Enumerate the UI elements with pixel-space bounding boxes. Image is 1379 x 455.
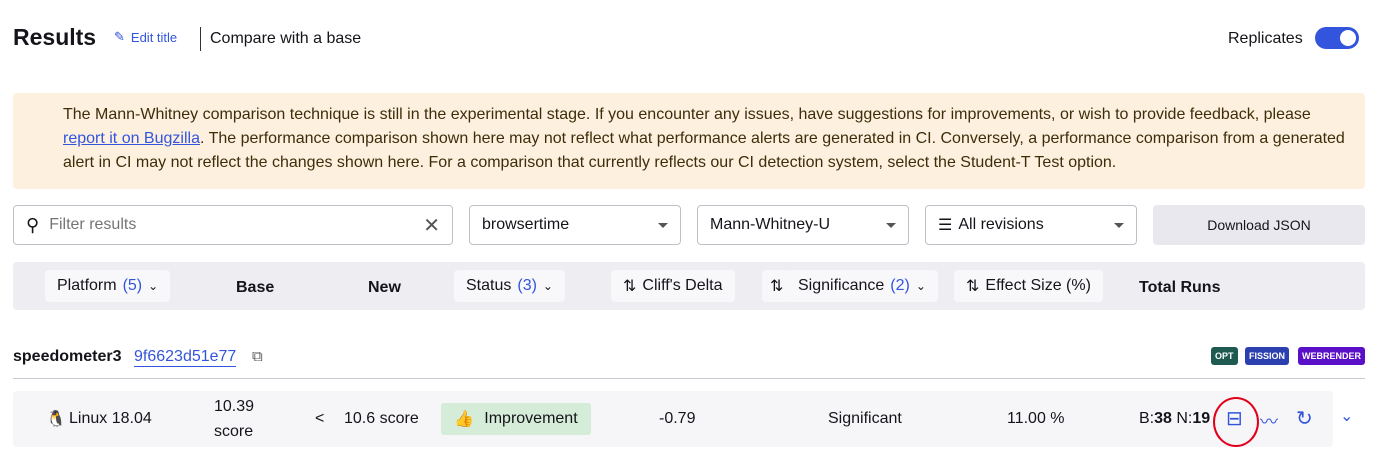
status-label: Status (466, 277, 512, 294)
n-count: 19 (1192, 410, 1211, 427)
cliffs-label: Cliff's Delta (642, 277, 723, 294)
cliffs-delta-sort[interactable]: ⇅ Cliff's Delta (611, 270, 735, 302)
page-title: Results (13, 24, 97, 50)
thumbs-up-icon: 👍 (454, 411, 475, 428)
retrigger-icon[interactable]: ↻ (1296, 408, 1313, 430)
significance-count: (2) (890, 277, 910, 294)
status-badge: 👍 Improvement (441, 403, 591, 435)
new-header: New (368, 279, 401, 296)
sort-icon: ⇅ (623, 278, 637, 295)
framework-select[interactable]: browsertime (469, 205, 681, 245)
status-count: (3) (517, 277, 537, 294)
edit-title-label: Edit title (130, 29, 178, 45)
highlight-circle (1213, 397, 1259, 447)
filter-results-input[interactable]: ⚲ ✕ (13, 205, 453, 245)
caret-down-icon (658, 222, 668, 228)
linux-icon: 🐧 (46, 411, 66, 428)
search-icon: ⚲ (26, 214, 40, 235)
warning-text-2: . The performance comparison shown here … (63, 130, 1345, 171)
base-unit: score (214, 423, 254, 440)
pencil-icon: ✎ (114, 29, 125, 44)
status-filter[interactable]: Status (3) ⌄ (454, 270, 565, 302)
base-value: 10.39 (214, 398, 255, 415)
significance-value: Significant (828, 410, 902, 427)
badge-webrender: WEBRENDER (1298, 347, 1366, 365)
new-value: 10.6 score (344, 410, 419, 427)
platform-count: (5) (122, 277, 143, 294)
base-header: Base (236, 279, 275, 296)
platform-label: Platform (57, 277, 117, 294)
significance-label: Significance (798, 277, 885, 294)
caret-down-icon (1114, 222, 1124, 228)
sort-icon: ⇅ (966, 278, 980, 295)
warning-text: The Mann-Whitney comparison technique is… (63, 106, 1311, 123)
total-runs-header: Total Runs (1139, 279, 1221, 296)
effect-size-sort[interactable]: ⇅ Effect Size (%) (954, 270, 1103, 302)
platform-filter[interactable]: Platform (5) ⌄ (45, 270, 171, 302)
badge-opt: OPT (1211, 347, 1238, 365)
badge-fission: FISSION (1245, 347, 1290, 365)
graph-icon[interactable]: 〰 (1260, 412, 1278, 432)
cliffs-delta-value: -0.79 (659, 410, 696, 427)
comparator: < (315, 410, 325, 427)
edit-title-button[interactable]: ✎ Edit title (114, 29, 177, 45)
clear-icon[interactable]: ✕ (423, 214, 440, 237)
framework-value: browsertime (482, 216, 570, 233)
table-header: Platform (5) ⌄ Base New Status (3) ⌄ ⇅ Cliff'… (13, 262, 1365, 310)
revision-link[interactable]: 9f6623d51e77 (134, 348, 237, 367)
revisions-select[interactable]: ☰ All revisions (925, 205, 1137, 245)
chevron-down-icon: ⌄ (542, 279, 553, 293)
status-text: Improvement (484, 410, 578, 427)
effect-size-value: 11.00 % (1007, 410, 1065, 427)
test-value: Mann-Whitney-U (710, 216, 831, 233)
caret-down-icon (886, 222, 896, 228)
copy-icon[interactable]: ⧉ (252, 348, 263, 365)
bugzilla-link[interactable]: report it on Bugzilla (63, 130, 200, 147)
chevron-down-icon: ⌄ (148, 279, 159, 293)
b-label: B: (1139, 410, 1155, 427)
filter-input[interactable] (49, 216, 424, 234)
total-runs: B:38 N:19 (1139, 410, 1210, 428)
replicates-toggle[interactable] (1315, 27, 1359, 49)
platform-cell: Linux 18.04 (69, 410, 152, 427)
compare-label: Compare with a base (210, 30, 362, 47)
download-json-button[interactable]: Download JSON (1153, 205, 1365, 245)
divider (200, 27, 201, 51)
expand-chevron-icon[interactable]: ⌄ (1340, 408, 1354, 425)
test-name: speedometer3 (13, 348, 122, 365)
sort-icon: ⇅ (770, 278, 784, 295)
replicates-label: Replicates (1228, 30, 1303, 47)
divider (13, 378, 1365, 379)
n-label: N: (1176, 410, 1193, 427)
sort-lines-icon: ☰ (938, 217, 953, 234)
revisions-value: All revisions (958, 216, 1044, 233)
significance-filter[interactable]: Significance (2) ⌄ (786, 270, 938, 302)
b-count: 38 (1154, 410, 1172, 427)
test-select[interactable]: Mann-Whitney-U (697, 205, 909, 245)
warning-banner: The Mann-Whitney comparison technique is… (13, 93, 1365, 189)
table-row (13, 391, 1333, 447)
effect-label: Effect Size (%) (985, 277, 1091, 294)
chevron-down-icon: ⌄ (915, 279, 926, 293)
